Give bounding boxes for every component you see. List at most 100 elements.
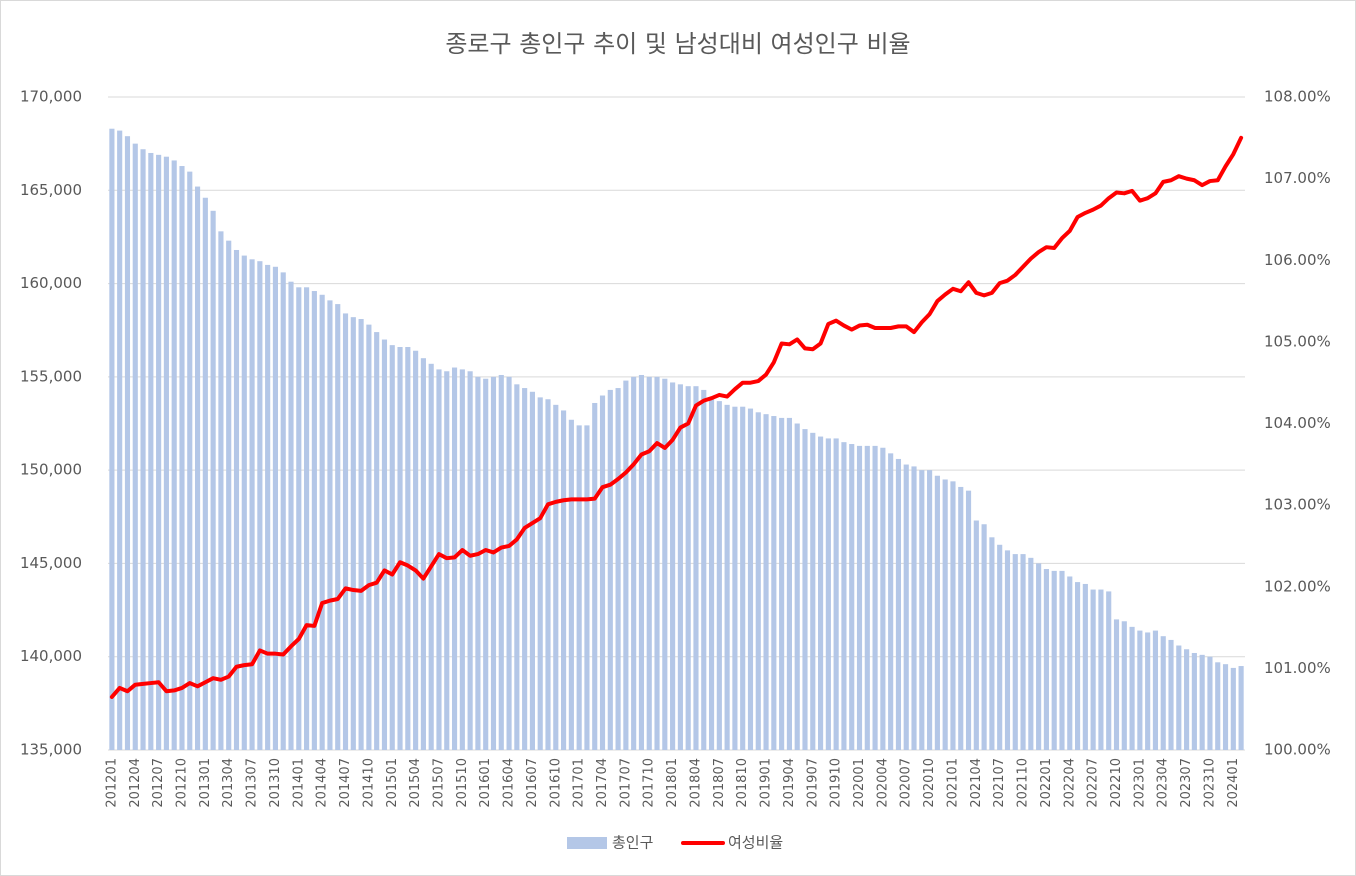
x-tick-label: 201910 bbox=[829, 758, 844, 808]
bar bbox=[561, 410, 567, 750]
y-tick-label: 160,000 bbox=[20, 274, 82, 292]
bar bbox=[163, 156, 169, 750]
bar bbox=[304, 287, 310, 750]
bar bbox=[319, 294, 325, 750]
bar bbox=[537, 397, 543, 750]
bar bbox=[210, 210, 216, 750]
x-tick-label: 201407 bbox=[338, 758, 353, 808]
x-tick-label: 202207 bbox=[1086, 758, 1101, 808]
x-tick-label: 201710 bbox=[642, 758, 657, 808]
y-tick-label: 165,000 bbox=[20, 181, 82, 199]
bar bbox=[919, 470, 925, 750]
bar bbox=[856, 445, 863, 750]
bar bbox=[132, 143, 138, 751]
bar bbox=[179, 166, 185, 750]
bar bbox=[490, 376, 497, 750]
bar bbox=[794, 423, 800, 750]
bar bbox=[607, 389, 613, 750]
bar bbox=[1191, 652, 1197, 750]
bar bbox=[903, 464, 909, 750]
bar bbox=[156, 154, 162, 750]
bar bbox=[833, 438, 839, 750]
bar bbox=[677, 384, 683, 750]
y-tick-label: 155,000 bbox=[20, 367, 82, 385]
bar bbox=[1082, 583, 1088, 750]
y-tick-label: 145,000 bbox=[20, 554, 82, 572]
bar bbox=[779, 417, 785, 750]
bar bbox=[218, 231, 224, 750]
bar bbox=[522, 388, 528, 750]
bar bbox=[436, 369, 442, 750]
bar bbox=[202, 197, 208, 751]
x-tick-label: 202401 bbox=[1226, 758, 1241, 808]
x-tick-label: 201704 bbox=[595, 758, 610, 808]
bar bbox=[771, 416, 777, 750]
y2-tick-label: 100.00% bbox=[1264, 741, 1331, 759]
bar bbox=[740, 406, 746, 750]
x-tick-label: 201601 bbox=[478, 758, 493, 808]
x-tick-label: 202107 bbox=[992, 758, 1007, 808]
bar bbox=[257, 261, 263, 750]
bar bbox=[1067, 576, 1073, 750]
bar bbox=[350, 317, 356, 750]
bar bbox=[1152, 630, 1159, 750]
bar bbox=[763, 414, 769, 750]
bar bbox=[1074, 582, 1081, 750]
bar bbox=[724, 404, 730, 750]
line bbox=[109, 135, 1244, 699]
bar bbox=[117, 130, 123, 750]
x-tick-label: 202104 bbox=[969, 758, 984, 808]
bar bbox=[506, 376, 512, 750]
bar bbox=[1129, 626, 1135, 750]
bar bbox=[701, 389, 707, 750]
x-tick-label: 201510 bbox=[455, 758, 470, 808]
x-tick-label: 201501 bbox=[385, 758, 400, 808]
legend-swatch bbox=[567, 837, 607, 849]
bar bbox=[599, 395, 606, 750]
x-tick-label: 202301 bbox=[1132, 758, 1147, 808]
x-tick-label: 201804 bbox=[688, 758, 703, 808]
bar bbox=[1168, 639, 1174, 750]
bar bbox=[1043, 569, 1049, 750]
bar bbox=[1160, 636, 1166, 750]
bar bbox=[194, 186, 201, 750]
x-tick-label: 202004 bbox=[875, 758, 890, 808]
bar bbox=[1028, 557, 1034, 750]
bar bbox=[358, 319, 364, 750]
bar bbox=[568, 419, 574, 750]
bar bbox=[880, 447, 886, 750]
bar bbox=[420, 358, 426, 750]
bar bbox=[366, 324, 372, 750]
bar bbox=[818, 436, 824, 750]
bar bbox=[296, 287, 302, 750]
bar bbox=[997, 544, 1003, 750]
y2-tick-label: 106.00% bbox=[1264, 251, 1331, 269]
bar bbox=[631, 376, 637, 750]
bar bbox=[545, 399, 551, 750]
bar bbox=[654, 376, 660, 750]
bar bbox=[942, 479, 948, 750]
x-tick-label: 202310 bbox=[1202, 758, 1217, 808]
chart-title: 종로구 총인구 추이 및 남성대비 여성인구 비율 bbox=[445, 30, 910, 58]
y2-tick-label: 108.00% bbox=[1264, 88, 1331, 106]
y2-tick-label: 104.00% bbox=[1264, 414, 1331, 432]
bar bbox=[989, 537, 995, 750]
bar bbox=[226, 240, 232, 750]
bar bbox=[483, 378, 489, 750]
bar bbox=[1004, 550, 1011, 750]
bar bbox=[849, 444, 855, 750]
bar bbox=[413, 350, 419, 750]
bar bbox=[888, 453, 894, 750]
bar bbox=[1238, 666, 1244, 750]
y2-tick-label: 107.00% bbox=[1264, 169, 1331, 187]
bar bbox=[1137, 630, 1143, 750]
x-tick-label: 201810 bbox=[735, 758, 750, 808]
bar bbox=[529, 391, 535, 750]
x-tick-label: 202204 bbox=[1062, 758, 1077, 808]
x-tick-label: 201307 bbox=[245, 758, 260, 808]
bar bbox=[872, 445, 878, 750]
bar bbox=[685, 386, 691, 750]
bar bbox=[584, 425, 590, 750]
y-tick-label: 150,000 bbox=[20, 461, 82, 479]
bar bbox=[1090, 589, 1096, 750]
